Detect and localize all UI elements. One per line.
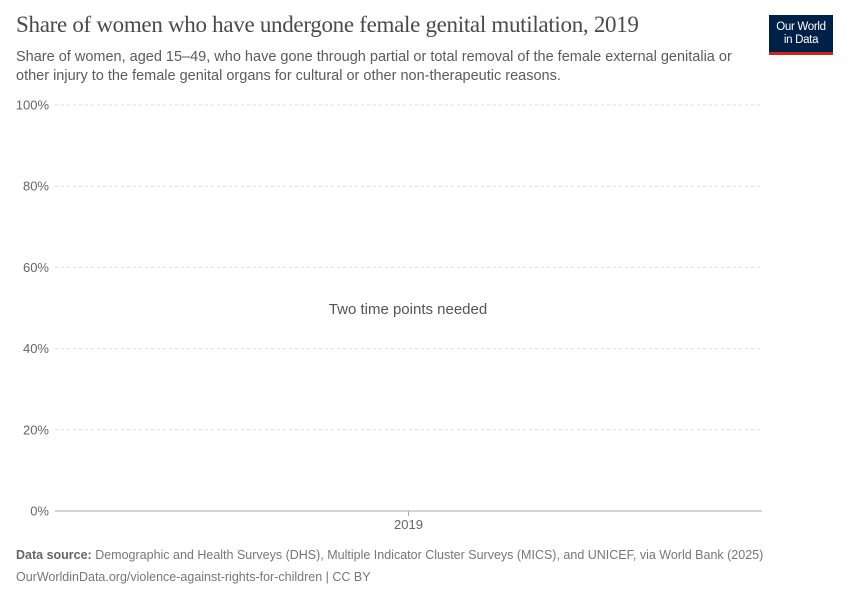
source-text: Demographic and Health Surveys (DHS), Mu…	[91, 548, 764, 562]
y-tick-label: 40%	[23, 341, 49, 356]
no-data-message: Two time points needed	[329, 301, 487, 318]
x-tick-label: 2019	[394, 517, 423, 532]
footer-url[interactable]: OurWorldinData.org/violence-against-righ…	[16, 570, 371, 584]
chart-title: Share of women who have undergone female…	[16, 12, 639, 37]
source-label: Data source:	[16, 548, 92, 562]
y-tick-label: 80%	[23, 179, 49, 194]
y-tick-label: 60%	[23, 260, 49, 275]
data-source: Data source: Demographic and Health Surv…	[16, 548, 763, 562]
y-tick-label: 0%	[30, 504, 49, 519]
chart-subtitle: Share of women, aged 15–49, who have gon…	[16, 49, 732, 84]
y-tick-label: 100%	[16, 98, 50, 113]
logo-line-2: in Data	[783, 33, 819, 46]
owid-logo[interactable]: Our World in Data	[769, 15, 833, 55]
logo-line-1: Our World	[776, 20, 826, 33]
y-tick-label: 20%	[23, 422, 49, 437]
